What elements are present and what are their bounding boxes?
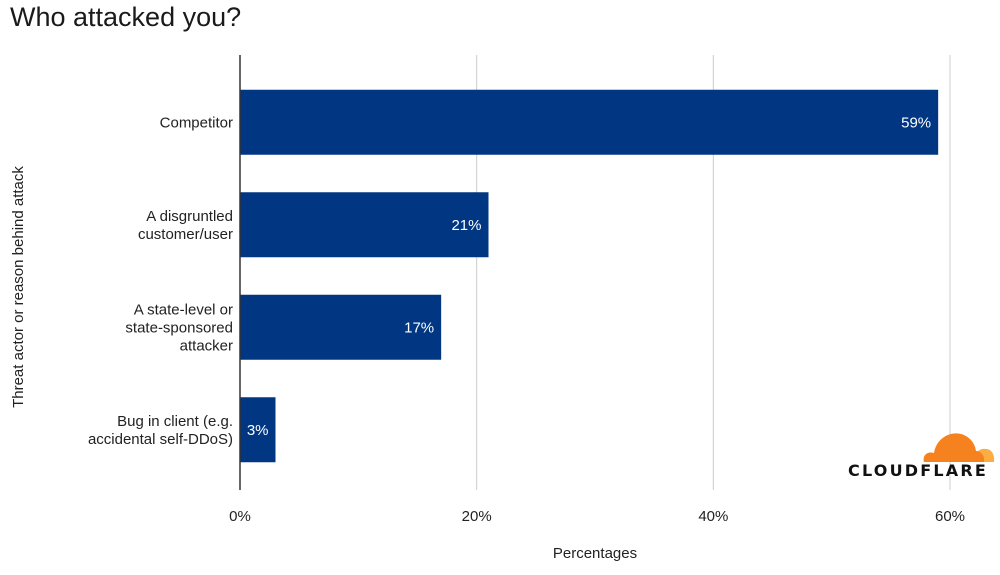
data-label-2: 17% — [404, 319, 434, 336]
category-label-2: A state-level or state-sponsored attacker — [125, 301, 233, 354]
data-label-1: 21% — [451, 217, 481, 234]
bar-3 — [240, 397, 276, 463]
cloudflare-wordmark: CLOUDFLARE — [848, 461, 988, 480]
x-tick-label-0: 0% — [229, 508, 251, 525]
x-tick-label-20: 20% — [462, 508, 492, 525]
cloudflare-logo: CLOUDFLARE — [848, 428, 998, 483]
y-axis-title: Threat actor or reason behind attack — [10, 166, 27, 408]
x-tick-labels: 0% 20% 40% 60% — [229, 508, 965, 525]
chart-title: Who attacked you? — [10, 2, 242, 32]
category-labels: Competitor A disgruntled customer/user A st… — [88, 114, 233, 448]
x-tick-label-40: 40% — [698, 508, 728, 525]
x-axis-title: Percentages — [553, 545, 637, 562]
bar-0 — [240, 89, 939, 155]
category-label-0: Competitor — [160, 114, 233, 131]
bar-2 — [240, 294, 442, 360]
data-label-0: 59% — [901, 114, 931, 131]
x-tick-label-60: 60% — [935, 508, 965, 525]
bar-1 — [240, 192, 489, 258]
cloud-icon — [923, 433, 995, 462]
bars: 59% 21% 17% 3% — [240, 89, 939, 463]
category-label-3: Bug in client (e.g. accidental self-DDoS) — [88, 413, 233, 448]
category-label-1: A disgruntled customer/user — [138, 208, 233, 243]
data-label-3: 3% — [247, 422, 269, 439]
